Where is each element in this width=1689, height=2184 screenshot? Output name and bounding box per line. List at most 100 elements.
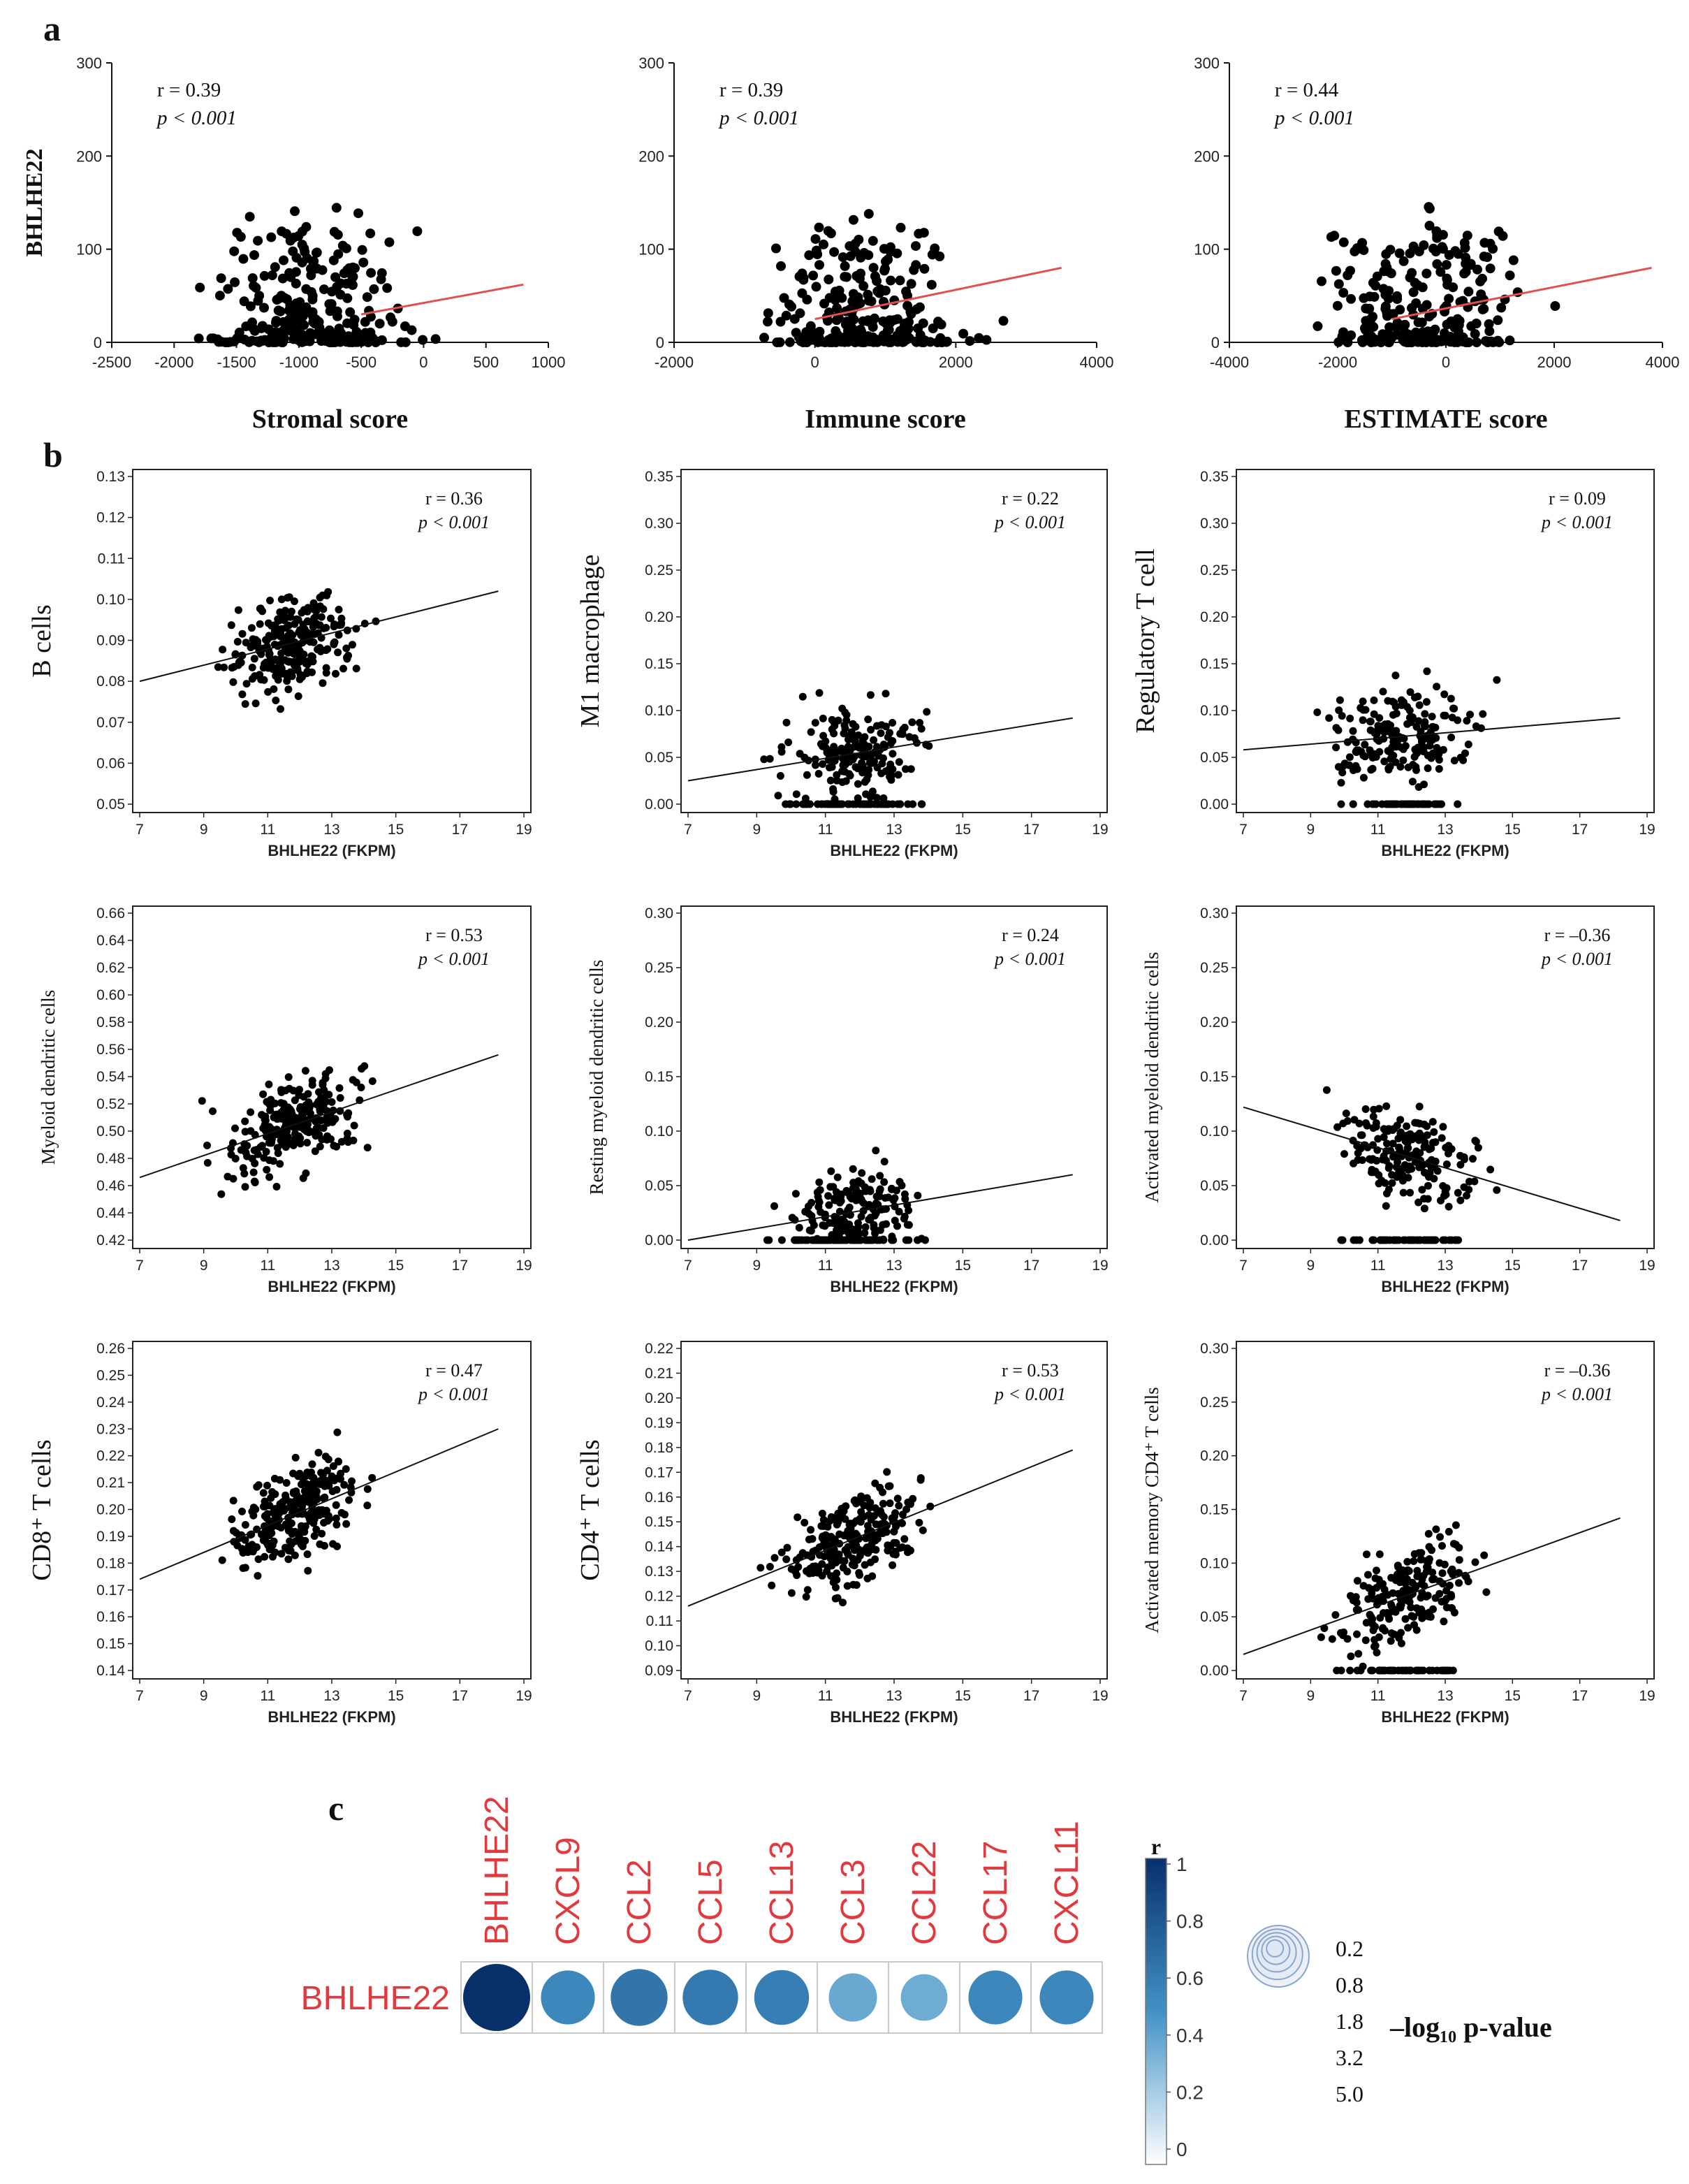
data-point xyxy=(232,333,242,343)
x-tick-label: 15 xyxy=(955,1688,971,1704)
data-point xyxy=(1480,1551,1489,1559)
y-tick-label: 0.12 xyxy=(96,510,125,526)
x-tick-label: 9 xyxy=(200,1258,208,1274)
data-point xyxy=(1420,1120,1428,1128)
data-point xyxy=(240,335,250,344)
data-point xyxy=(835,800,843,808)
y-tick-label: 0.15 xyxy=(645,1514,673,1530)
data-point xyxy=(321,1075,330,1082)
data-point xyxy=(312,1525,321,1534)
x-tick-label: 19 xyxy=(516,822,532,838)
data-point xyxy=(803,1586,812,1594)
data-point xyxy=(337,1137,346,1146)
y-tick-label: 0.48 xyxy=(96,1151,125,1167)
fit-line-a1 xyxy=(360,283,524,316)
data-point xyxy=(342,644,351,653)
data-point xyxy=(274,615,282,623)
x-tick-label: 9 xyxy=(200,1688,208,1704)
data-point xyxy=(1387,1629,1396,1638)
data-point xyxy=(807,1227,815,1235)
data-point xyxy=(1420,1236,1428,1244)
data-point xyxy=(1452,337,1463,347)
data-point xyxy=(828,725,836,734)
data-point xyxy=(266,597,274,604)
data-point xyxy=(1410,1557,1418,1565)
data-point xyxy=(1396,1116,1405,1124)
data-point xyxy=(229,246,240,256)
y-tick-label: 0.15 xyxy=(1200,1502,1229,1518)
data-point xyxy=(1389,1666,1398,1675)
data-point xyxy=(306,1109,314,1118)
data-point xyxy=(248,663,256,671)
data-point xyxy=(286,326,296,336)
data-point xyxy=(1387,755,1395,763)
data-point xyxy=(886,337,896,347)
y-tick-label: 0.22 xyxy=(645,1341,673,1357)
data-point xyxy=(882,690,890,698)
data-point xyxy=(241,321,251,332)
stat-p: p < 0.001 xyxy=(1273,107,1354,129)
data-point xyxy=(337,1469,345,1478)
data-point xyxy=(811,245,821,256)
data-point xyxy=(282,1479,291,1487)
data-point xyxy=(1452,1236,1461,1244)
data-point xyxy=(1455,1556,1463,1564)
data-point xyxy=(1424,1181,1432,1190)
data-point xyxy=(1374,1135,1382,1143)
colorbar xyxy=(1145,1858,1167,2165)
y-tick-label: 300 xyxy=(1194,54,1220,72)
y-axis-label: M1 macrophage xyxy=(576,555,605,728)
data-point xyxy=(1359,706,1368,714)
colorbar-tick-label: 0.2 xyxy=(1176,2081,1204,2103)
data-point xyxy=(874,1200,882,1209)
data-point xyxy=(914,1191,922,1200)
data-point xyxy=(284,648,292,657)
data-point xyxy=(284,1555,293,1564)
y-tick-label: 0.17 xyxy=(96,1582,125,1599)
x-tick-label: 2000 xyxy=(1537,354,1572,371)
data-point xyxy=(879,265,890,276)
data-point xyxy=(262,1148,270,1156)
y-tick-label: 0.18 xyxy=(645,1440,673,1456)
x-tick-label: 13 xyxy=(323,1258,339,1274)
data-point xyxy=(276,1476,284,1484)
y-tick-label: 300 xyxy=(638,54,664,72)
data-point xyxy=(916,719,924,727)
data-point xyxy=(766,1563,774,1571)
data-point xyxy=(861,333,871,343)
y-tick-label: 0.18 xyxy=(96,1555,125,1571)
data-point xyxy=(827,1572,835,1580)
data-point xyxy=(1428,1118,1437,1126)
data-point xyxy=(1423,667,1431,676)
data-point xyxy=(274,1149,282,1158)
data-point xyxy=(345,307,356,317)
data-point xyxy=(896,335,907,345)
data-point xyxy=(856,1515,864,1523)
data-point xyxy=(254,1555,263,1564)
y-axis-label: BHLHE22 xyxy=(22,149,47,257)
data-point xyxy=(228,664,236,672)
data-point xyxy=(295,1086,304,1094)
x-tick-label: 17 xyxy=(452,822,468,838)
data-point xyxy=(825,1201,833,1209)
data-point xyxy=(1432,233,1442,243)
data-point xyxy=(1456,1196,1465,1204)
data-point xyxy=(263,1514,271,1522)
data-point xyxy=(1421,337,1431,347)
data-point xyxy=(1417,1555,1425,1564)
data-point xyxy=(291,620,299,628)
data-point xyxy=(880,285,891,296)
data-point xyxy=(893,1494,902,1503)
data-point xyxy=(867,726,875,734)
data-point xyxy=(981,335,992,345)
data-point xyxy=(1373,727,1381,735)
data-point xyxy=(854,731,863,739)
column-label: CCL3 xyxy=(835,1859,872,1945)
data-point xyxy=(889,719,897,727)
x-tick-label: -500 xyxy=(346,354,376,371)
y-tick-label: 0.64 xyxy=(96,933,125,949)
data-point xyxy=(358,257,369,268)
fit-line-a3 xyxy=(1391,266,1652,321)
data-point xyxy=(905,1236,913,1244)
y-tick-label: 0.30 xyxy=(645,516,673,532)
